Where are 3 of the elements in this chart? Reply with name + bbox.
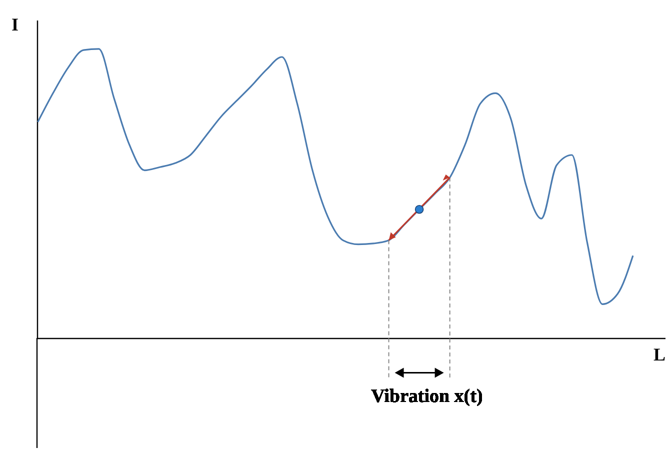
- text: Vibration x(t): [371, 386, 483, 407]
- y-axis-title: I: [12, 14, 19, 34]
- x-axis-title: L: [653, 344, 666, 364]
